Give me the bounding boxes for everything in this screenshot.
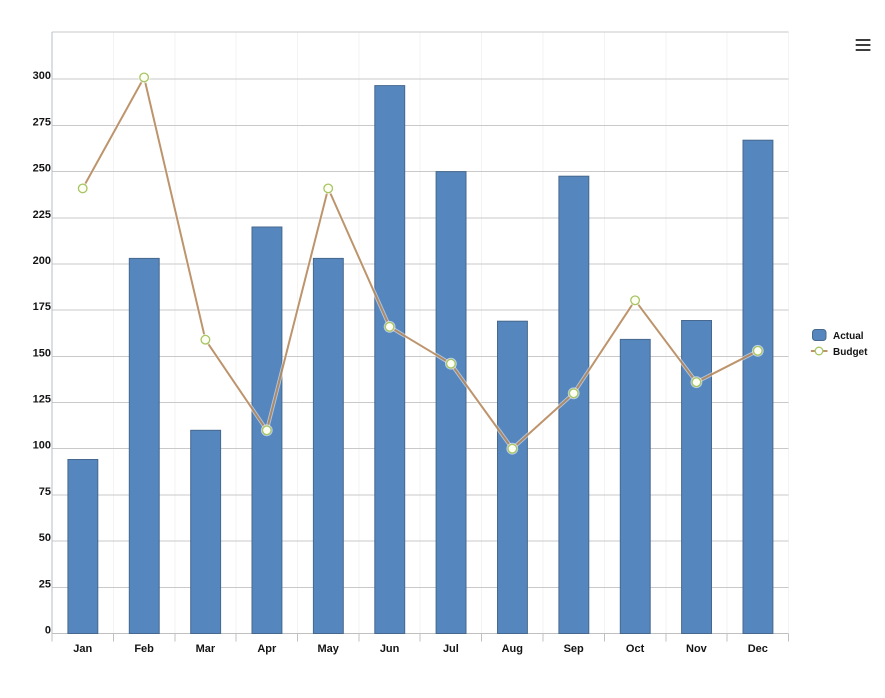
svg-text:150: 150 xyxy=(33,347,51,359)
svg-text:100: 100 xyxy=(33,440,51,452)
svg-text:Jun: Jun xyxy=(380,643,400,655)
svg-text:Sep: Sep xyxy=(564,643,584,655)
svg-text:125: 125 xyxy=(33,394,51,406)
svg-text:300: 300 xyxy=(33,70,51,82)
svg-text:Jan: Jan xyxy=(73,643,92,655)
svg-text:75: 75 xyxy=(39,486,51,498)
svg-text:Actual: Actual xyxy=(833,331,864,342)
svg-text:250: 250 xyxy=(33,163,51,175)
svg-text:25: 25 xyxy=(39,578,51,590)
svg-text:Nov: Nov xyxy=(686,643,708,655)
svg-text:200: 200 xyxy=(33,255,51,267)
svg-text:Jul: Jul xyxy=(443,643,459,655)
svg-text:275: 275 xyxy=(33,116,51,128)
svg-text:0: 0 xyxy=(45,625,51,637)
svg-text:225: 225 xyxy=(33,209,51,221)
svg-text:Feb: Feb xyxy=(134,643,154,655)
svg-text:Budget: Budget xyxy=(833,347,868,358)
svg-text:Mar: Mar xyxy=(196,643,216,655)
svg-text:Dec: Dec xyxy=(748,643,768,655)
svg-text:Oct: Oct xyxy=(626,643,645,655)
svg-text:175: 175 xyxy=(33,301,51,313)
svg-text:Aug: Aug xyxy=(502,643,523,655)
svg-text:Apr: Apr xyxy=(257,643,277,655)
svg-text:May: May xyxy=(317,643,339,655)
svg-text:50: 50 xyxy=(39,532,51,544)
